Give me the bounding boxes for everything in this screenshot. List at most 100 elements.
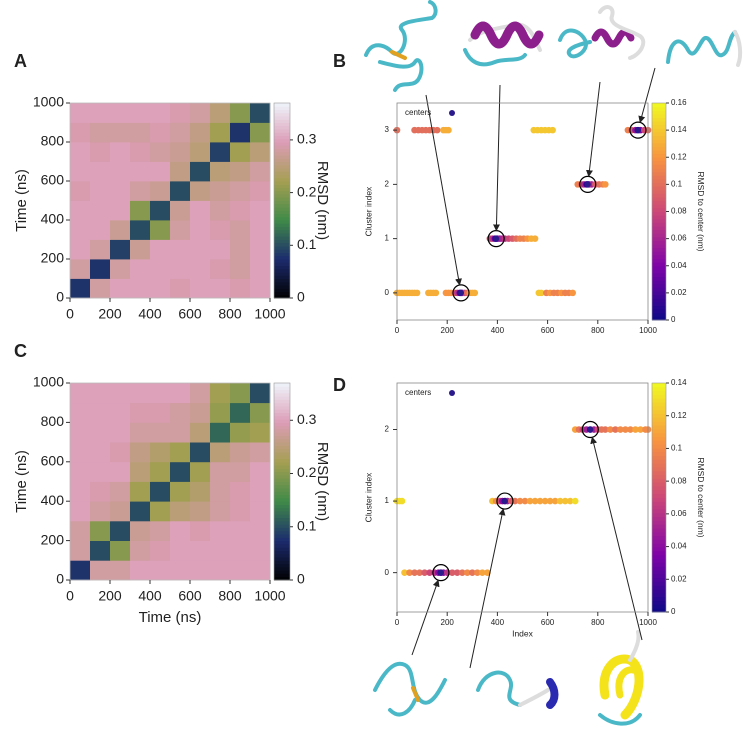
heatmap-cell xyxy=(250,142,271,162)
heatmap-cell xyxy=(70,402,91,423)
colorbar-step xyxy=(652,229,666,234)
heatmap-cell xyxy=(90,200,111,221)
colorbar-step xyxy=(274,405,290,410)
colorbar-step xyxy=(652,516,666,521)
colorbar-step xyxy=(274,203,290,208)
heatmap-cell xyxy=(150,422,171,443)
colorbar-step xyxy=(652,451,666,457)
center-point xyxy=(634,127,641,134)
colorbar-step xyxy=(274,275,290,279)
point xyxy=(612,426,619,433)
colorbar-step xyxy=(274,148,290,153)
heatmap-cell xyxy=(190,422,211,443)
colorbar-step xyxy=(652,189,666,194)
heatmap-cell xyxy=(130,142,151,162)
heatmap-cell xyxy=(210,501,231,522)
heatmap-cell xyxy=(190,200,211,221)
heatmap-cell xyxy=(190,520,211,541)
heatmap-cell xyxy=(210,239,231,260)
colorbar-step xyxy=(274,389,290,394)
colorbar-step xyxy=(274,142,290,146)
colorbar-tick-label: 0 xyxy=(671,607,676,616)
colorbar-step xyxy=(274,200,290,205)
colorbar-step xyxy=(274,478,290,482)
heatmap-cell xyxy=(230,142,251,162)
colorbar-tick-label: 0.1 xyxy=(671,179,683,188)
point xyxy=(549,126,556,134)
colorbar-step xyxy=(652,276,666,281)
y-tick-label: 3 xyxy=(385,125,390,134)
heatmap-cell xyxy=(70,540,91,561)
colorbar-step xyxy=(274,226,290,231)
colorbar-step xyxy=(652,287,666,292)
center-point xyxy=(584,181,591,188)
colorbar-step xyxy=(274,255,290,260)
colorbar-tick-label: 0.12 xyxy=(671,152,687,161)
heatmap-cell xyxy=(210,103,231,123)
heatmap-cell xyxy=(230,259,251,279)
heatmap-cell xyxy=(130,200,151,221)
heatmap-cell xyxy=(70,220,91,240)
point xyxy=(536,497,544,505)
x-axis-label: Index xyxy=(512,628,534,638)
colorbar-step xyxy=(652,110,666,115)
point xyxy=(521,497,529,505)
heatmap-cell xyxy=(70,442,91,463)
heatmap-cell xyxy=(250,220,271,240)
point xyxy=(469,569,476,576)
colorbar-tick-label: 0.3 xyxy=(297,411,317,427)
legend-label: centers xyxy=(405,388,431,397)
colorbar-step xyxy=(274,229,290,234)
colorbar-step xyxy=(652,402,666,407)
colorbar-step xyxy=(652,424,666,430)
heatmap-cell xyxy=(170,422,191,443)
colorbar-step xyxy=(652,535,666,540)
point xyxy=(602,181,609,188)
heatmap-cell xyxy=(230,422,251,443)
heatmap-cell xyxy=(130,402,151,423)
heatmap-cell xyxy=(210,560,231,581)
heatmap-cell xyxy=(230,239,251,260)
heatmap-cell xyxy=(230,560,251,581)
x-tick-label: 800 xyxy=(591,618,605,627)
heatmap-cell xyxy=(110,278,131,299)
heatmap-cell xyxy=(170,402,191,423)
colorbar-step xyxy=(652,106,666,111)
heatmap-cell xyxy=(170,239,191,260)
colorbar-step xyxy=(652,596,666,602)
colorbar-tick-label: 0.16 xyxy=(671,98,687,107)
heatmap-cell xyxy=(130,422,151,443)
heatmap-cell xyxy=(230,501,251,522)
heatmap-cell xyxy=(250,520,271,541)
colorbar-step xyxy=(274,207,290,211)
colorbar-step xyxy=(652,142,666,147)
heatmap-cell xyxy=(170,383,191,404)
heatmap-cell xyxy=(210,540,231,561)
heatmap-cell xyxy=(70,481,91,502)
colorbar-tick-label: 0.1 xyxy=(297,517,317,533)
colorbar-step xyxy=(652,272,666,278)
point xyxy=(632,426,639,433)
colorbar-step xyxy=(652,489,666,495)
heatmap-cell xyxy=(210,402,231,423)
colorbar-step xyxy=(274,455,290,460)
colorbar-step xyxy=(652,128,666,133)
colorbar-step xyxy=(274,442,290,446)
colorbar-step xyxy=(274,135,290,140)
heatmap-cell xyxy=(190,402,211,423)
colorbar-tick-label: 0.02 xyxy=(671,288,687,297)
colorbar-step xyxy=(274,216,290,221)
point xyxy=(546,497,554,505)
heatmap-cell xyxy=(190,560,211,581)
colorbar-step xyxy=(652,573,666,579)
colorbar-step xyxy=(652,301,666,307)
point xyxy=(448,569,456,576)
point xyxy=(607,426,614,433)
colorbar-step xyxy=(652,394,666,399)
colorbar-step xyxy=(652,444,666,449)
heatmap-cell xyxy=(110,501,131,522)
heatmap-cell xyxy=(230,220,251,240)
colorbar-step xyxy=(652,600,666,605)
heatmap-cell xyxy=(110,200,131,221)
colorbar-step xyxy=(274,530,290,535)
